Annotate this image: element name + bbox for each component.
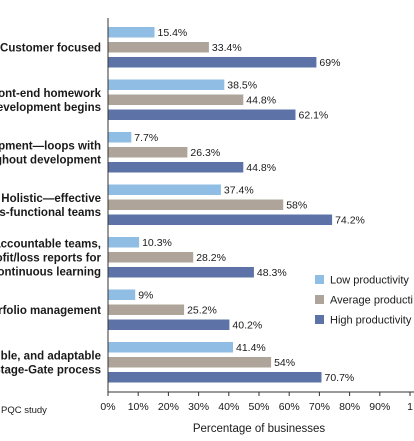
bar — [108, 342, 233, 353]
legend-swatch — [315, 295, 324, 304]
bar — [108, 79, 225, 90]
value-label: 58% — [286, 200, 307, 212]
value-label: 48.3% — [257, 267, 287, 279]
category-label: Holistic—effective ss-functional teams — [0, 193, 101, 219]
bar — [108, 199, 284, 210]
bars — [108, 27, 333, 383]
value-label: 33.4% — [212, 42, 242, 54]
x-tick-label: 40% — [218, 401, 239, 413]
value-label: 70.7% — [325, 372, 355, 384]
value-label: 9% — [138, 290, 153, 302]
category-label-line: ss-functional teams — [0, 207, 101, 219]
bar — [108, 267, 254, 278]
legend-label: Low productivity — [330, 275, 409, 287]
category-label: pment—loops with ghout development — [0, 140, 101, 166]
category-label: accountable teams, ofit/loss reports for c… — [0, 238, 102, 278]
bar — [108, 319, 230, 330]
x-tick-label: 50% — [248, 401, 269, 413]
category-label: rfolio management — [0, 305, 101, 317]
category-label-line: ront-end homework — [0, 88, 102, 100]
legend-swatch — [315, 275, 324, 284]
value-label: 74.2% — [335, 215, 365, 227]
value-label: 26.3% — [190, 147, 220, 159]
value-labels: 15.4% 33.4% 69% 38.5% 44.8% 62.1% 7.7% 26.3% 44.… — [134, 27, 365, 384]
source-note: PQC study — [1, 405, 47, 416]
category-label: ront-end homework evelopment begins — [0, 88, 102, 114]
category-label-line: accountable teams, — [0, 238, 101, 250]
bar — [108, 252, 194, 263]
bar — [108, 214, 333, 225]
bar — [108, 372, 322, 383]
x-tick-label: 30% — [188, 401, 209, 413]
value-label: 40.2% — [232, 320, 262, 332]
value-label: 28.2% — [196, 252, 226, 264]
category-label-line: evelopment begins — [0, 102, 101, 114]
category-label-line: Stage-Gate process — [0, 364, 101, 376]
legend-label: Average producti — [330, 295, 413, 307]
x-tick-label: 80% — [339, 401, 360, 413]
x-tick-label: 10% — [128, 401, 149, 413]
value-label: 44.8% — [246, 95, 276, 107]
category-label: . Customer focused — [0, 42, 101, 54]
value-label: 7.7% — [134, 132, 158, 144]
value-label: 41.4% — [236, 342, 266, 354]
bar — [108, 42, 209, 53]
category-label-line: continuous learning — [0, 266, 101, 278]
value-label: 69% — [319, 57, 340, 69]
legend: Low productivity Average producti High pro… — [315, 275, 413, 327]
category-labels: . Customer focused ront-end homework evelo… — [0, 42, 102, 376]
category-label-line: Holistic—effective — [1, 193, 101, 205]
bar — [108, 162, 244, 173]
category-label-line: ghout development — [0, 154, 101, 166]
bar — [108, 132, 132, 143]
category-label-line: . Customer focused — [0, 42, 101, 54]
value-label: 62.1% — [299, 110, 329, 122]
x-tick-label: 0% — [100, 401, 115, 413]
x-axis: 0% 10% 20% 30% 40% 50% 60% 70% 80% 90% 1 — [100, 18, 414, 413]
value-label: 38.5% — [227, 80, 257, 92]
value-label: 25.2% — [187, 305, 217, 317]
x-tick-label: 70% — [309, 401, 330, 413]
value-label: 15.4% — [158, 27, 188, 39]
bar — [108, 357, 272, 368]
value-label: 10.3% — [142, 237, 172, 249]
x-tick-label: 90% — [369, 401, 390, 413]
bar — [108, 237, 140, 248]
x-tick-label: 1 — [407, 401, 413, 413]
category-label-line: pment—loops with — [0, 140, 101, 152]
x-axis-title: Percentage of businesses — [193, 423, 326, 435]
bar — [108, 27, 155, 38]
bar — [108, 109, 296, 120]
category-label-line: rfolio management — [0, 305, 101, 317]
bar — [108, 57, 317, 68]
category-label: ble, and adaptable Stage-Gate process — [0, 350, 101, 376]
bar — [108, 304, 185, 315]
x-tick-label: 60% — [279, 401, 300, 413]
bar — [108, 289, 136, 300]
bar — [108, 147, 188, 158]
legend-swatch — [315, 315, 324, 324]
value-label: 54% — [274, 357, 295, 369]
value-label: 44.8% — [246, 162, 276, 174]
bar — [108, 184, 221, 195]
x-tick-label: 20% — [158, 401, 179, 413]
value-label: 37.4% — [224, 185, 254, 197]
bar — [108, 94, 244, 105]
category-label-line: ofit/loss reports for — [0, 252, 102, 264]
legend-label: High productivity — [330, 315, 412, 327]
category-label-line: ble, and adaptable — [1, 350, 101, 362]
